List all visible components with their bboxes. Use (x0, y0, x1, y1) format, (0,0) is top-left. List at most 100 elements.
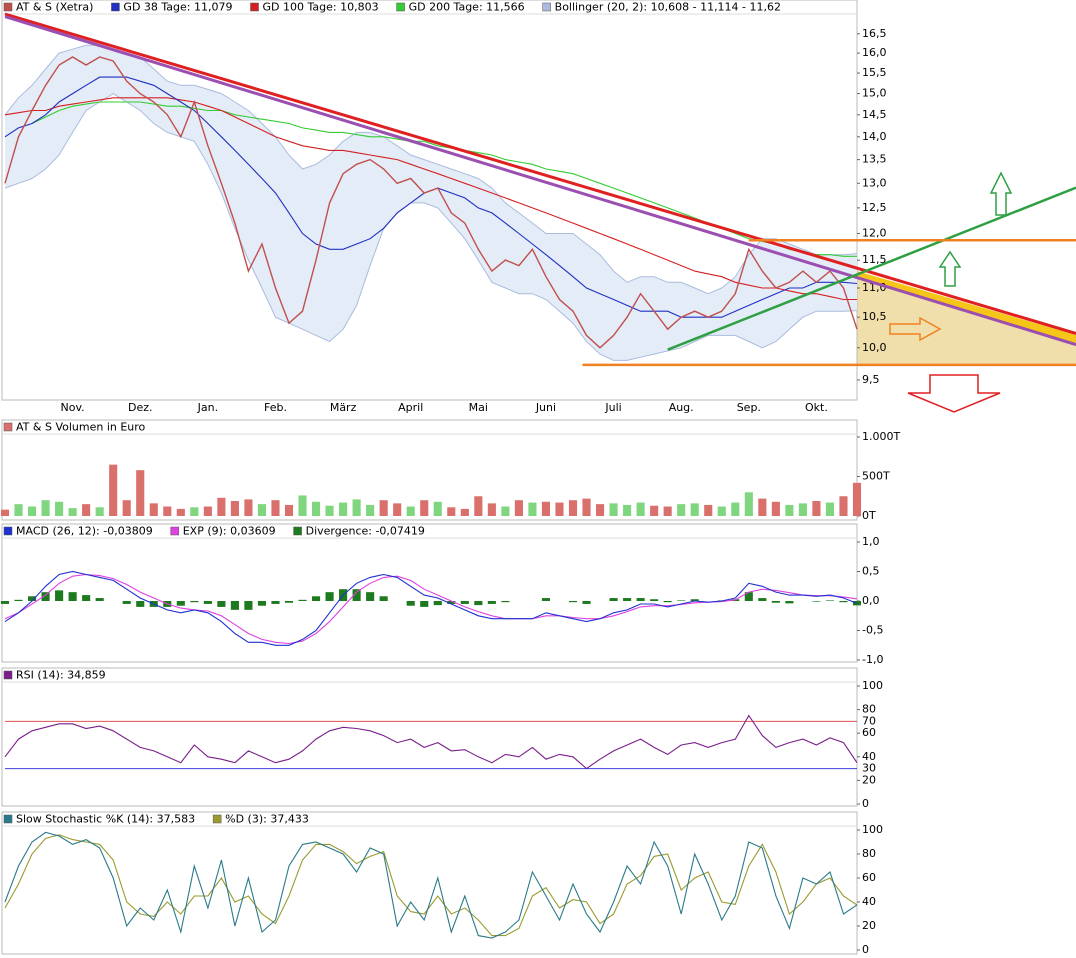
legend-swatch (396, 2, 405, 12)
trend-channel (850, 269, 1076, 343)
legend-swatch (170, 526, 179, 536)
y-tick-label: 0T (862, 509, 876, 522)
reference-label: 70 (862, 714, 876, 727)
bar (271, 601, 280, 604)
bar (785, 601, 794, 604)
bar (460, 508, 469, 516)
y-tick-label: 40 (862, 750, 876, 763)
bar (95, 598, 104, 601)
legend-label: Divergence: -0,07419 (306, 525, 425, 538)
bar (176, 508, 185, 516)
legend-swatch (542, 2, 551, 12)
bar (352, 589, 361, 601)
bar (352, 499, 361, 516)
y-tick-label: 10,5 (862, 310, 887, 323)
bar (677, 600, 686, 601)
bar (609, 598, 618, 601)
bar (82, 595, 91, 601)
panel-frame (1, 667, 858, 807)
bar (541, 501, 551, 516)
bar (690, 599, 699, 601)
bar (311, 501, 321, 516)
legend-label: AT & S Volumen in Euro (16, 421, 146, 434)
arrow-right (889, 316, 942, 342)
series-line (4, 714, 858, 770)
bar (95, 507, 104, 516)
bar (744, 592, 753, 601)
bar (379, 500, 388, 516)
series-line (4, 831, 858, 939)
bar (149, 503, 158, 516)
bar (487, 601, 496, 604)
y-tick-label: 10,0 (862, 341, 887, 354)
bar (514, 500, 523, 516)
y-tick-label: 14,0 (862, 130, 887, 143)
y-tick-label: 0,5 (862, 565, 880, 578)
series-line (4, 56, 858, 349)
bar (690, 503, 699, 516)
bar (244, 499, 253, 516)
bar (339, 502, 348, 516)
bar (41, 592, 50, 601)
y-tick-label: 13,0 (862, 176, 887, 189)
bar (812, 601, 821, 602)
bar (230, 500, 239, 516)
y-tick-label: 80 (862, 703, 876, 716)
y-tick-label: 12,0 (862, 226, 887, 239)
y-tick-label: 9,5 (862, 373, 880, 386)
y-tick-label: 100 (862, 679, 883, 692)
bar (0, 601, 10, 604)
bar (230, 601, 239, 610)
bar (731, 502, 740, 516)
bar (366, 592, 375, 601)
bar (136, 470, 145, 516)
x-tick-label: Jan. (197, 401, 218, 414)
bar (27, 596, 37, 601)
bar (623, 598, 632, 601)
bar (636, 598, 645, 601)
bar (257, 601, 267, 606)
bar (798, 503, 807, 516)
y-tick-label: 100 (862, 823, 883, 836)
bar (217, 497, 226, 516)
arrow-up (938, 250, 962, 287)
trend-line (4, 12, 1076, 335)
bar (447, 601, 456, 604)
bar (501, 506, 510, 516)
y-tick-label: 12,5 (862, 201, 887, 214)
x-tick-label: Mai (469, 401, 488, 414)
bar (582, 498, 591, 516)
bar (68, 508, 77, 516)
x-tick-label: April (398, 401, 423, 414)
bar (812, 500, 821, 516)
bar (609, 503, 618, 516)
legend-swatch (3, 422, 13, 432)
bar (325, 592, 334, 601)
bar (14, 504, 23, 516)
y-tick-label: 60 (862, 871, 876, 884)
trend-line (667, 186, 1076, 351)
legend-swatch (3, 2, 13, 12)
bar (663, 506, 672, 516)
bar (677, 504, 686, 516)
bar (203, 601, 212, 604)
bar (568, 601, 578, 603)
bar (109, 464, 118, 516)
arrow-up (989, 171, 1013, 216)
bar (27, 506, 37, 516)
bar (284, 601, 294, 603)
bar (0, 509, 10, 516)
y-tick-label: 15,0 (862, 87, 887, 100)
bar (447, 507, 456, 516)
panel-frame (1, 523, 858, 663)
bar (55, 501, 64, 516)
x-tick-label: Sep. (737, 401, 761, 414)
y-tick-label: 0 (862, 943, 869, 956)
bollinger-lower (4, 93, 858, 361)
bar (501, 601, 510, 603)
bar (420, 500, 429, 516)
target-zone (857, 277, 1076, 364)
legend-label: Bollinger (20, 2): 10,608 - 11,114 - 11,… (555, 1, 781, 14)
bar (136, 601, 145, 607)
